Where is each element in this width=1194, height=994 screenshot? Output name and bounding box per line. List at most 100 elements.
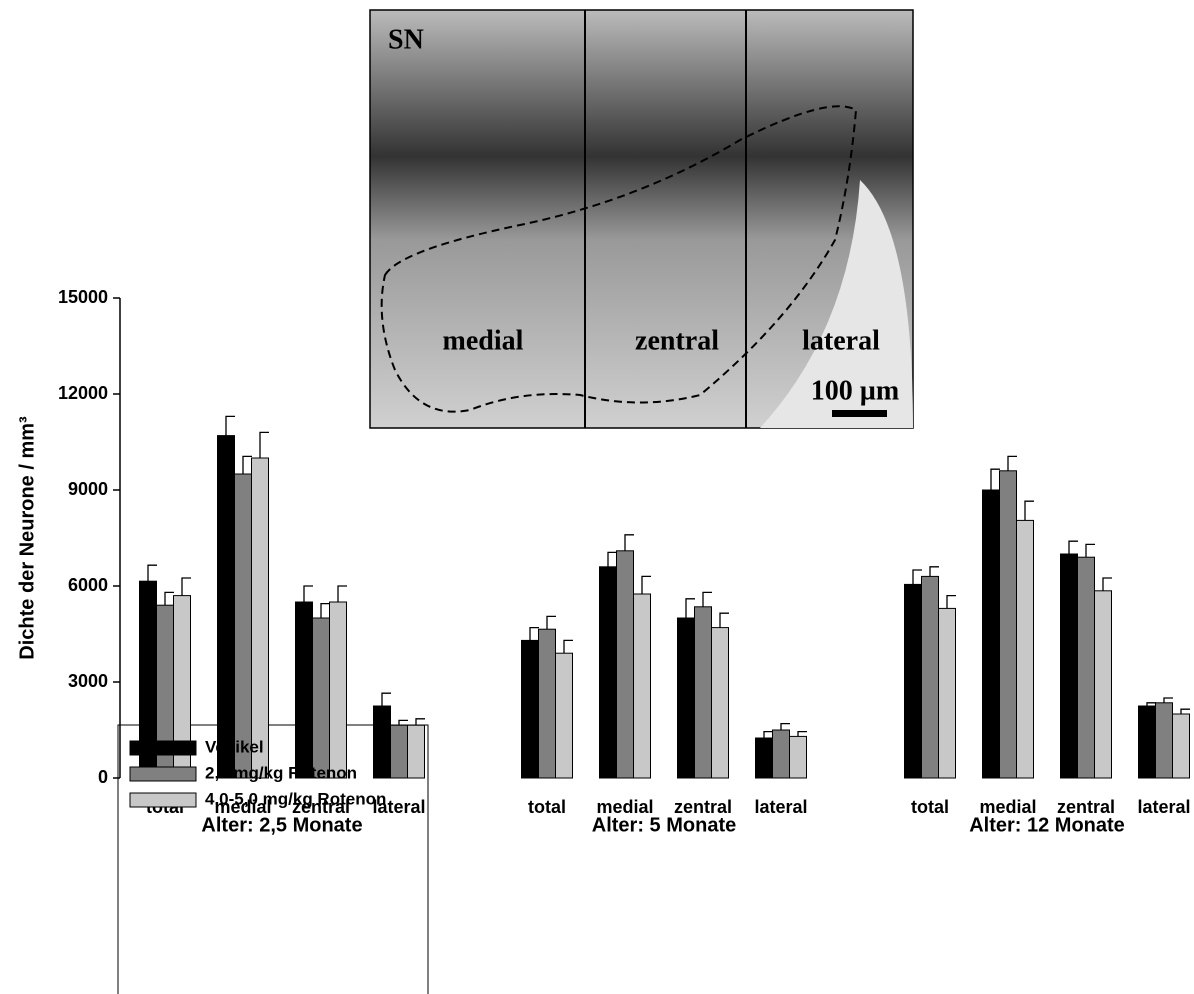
bar	[982, 489, 1000, 779]
bar	[904, 583, 922, 779]
error-bar	[181, 577, 191, 596]
error-bar	[702, 591, 712, 607]
error-bar	[147, 564, 157, 582]
bar	[538, 628, 556, 779]
legend-swatch	[129, 792, 197, 808]
y-tick-label: 12000	[58, 383, 108, 403]
x-tick-label: lateral	[1137, 797, 1190, 817]
x-tick-label: total	[528, 797, 566, 817]
error-bar	[1068, 540, 1078, 554]
error-bar	[912, 569, 922, 585]
x-tick-label: total	[911, 797, 949, 817]
error-bar	[398, 719, 408, 726]
error-bar	[641, 575, 651, 594]
error-bar	[259, 431, 269, 458]
bar	[1155, 702, 1173, 779]
bar	[521, 639, 539, 779]
error-bar	[242, 455, 252, 474]
bar	[390, 724, 408, 779]
x-tick-label: zentral	[1057, 797, 1115, 817]
y-tick-label: 3000	[68, 671, 108, 691]
bar	[217, 435, 235, 779]
error-bar	[624, 534, 634, 551]
bar	[599, 566, 617, 779]
bar	[755, 737, 773, 779]
error-bar	[381, 692, 391, 706]
bar	[711, 627, 729, 779]
bar	[407, 724, 425, 779]
legend-label: 4,0-5,0 mg/kg Rotenon	[205, 789, 386, 808]
error-bar	[1180, 708, 1190, 714]
bar	[1094, 590, 1112, 779]
bar	[312, 617, 330, 779]
x-tick-label: lateral	[372, 797, 425, 817]
error-bar	[320, 602, 330, 618]
y-tick-label: 15000	[58, 287, 108, 307]
x-tick-label: zentral	[292, 797, 350, 817]
bar	[772, 729, 790, 779]
error-bar	[719, 612, 729, 628]
bar	[1060, 553, 1078, 779]
legend-box	[117, 724, 429, 994]
bar	[1138, 705, 1156, 779]
bar	[633, 593, 651, 779]
y-tick-label: 9000	[68, 479, 108, 499]
inset-image: SN medial zentral lateral 100 µm	[369, 9, 914, 429]
y-tick-label: 0	[98, 767, 108, 787]
x-tick-label: medial	[596, 797, 653, 817]
x-tick-label: medial	[979, 797, 1036, 817]
bar	[373, 705, 391, 779]
error-bar	[415, 718, 425, 726]
y-axis-title: Dichte der Neurone / mm³	[16, 416, 38, 660]
error-bar	[529, 626, 539, 641]
inset-region: lateral	[802, 325, 880, 356]
inset-title: SN	[388, 24, 424, 55]
bar	[616, 550, 634, 779]
inset-region: medial	[443, 325, 524, 356]
error-bar	[990, 468, 1000, 490]
error-bar	[303, 585, 313, 602]
bar	[938, 607, 956, 779]
bar	[555, 652, 573, 779]
error-bar	[946, 594, 956, 609]
error-bar	[1007, 455, 1017, 471]
error-bar	[780, 722, 790, 730]
error-bar	[1085, 543, 1095, 558]
error-bar	[607, 551, 617, 567]
error-bar	[225, 415, 235, 436]
error-bar	[929, 566, 939, 577]
legend-label: Vehikel	[205, 737, 264, 756]
group-label: Alter: 2,5 Monate	[201, 814, 362, 836]
group-label: Alter: 5 Monate	[592, 814, 736, 836]
bar	[921, 575, 939, 779]
bar	[1172, 713, 1190, 779]
legend-swatch	[129, 766, 197, 782]
error-bar	[563, 639, 573, 654]
error-bar	[1146, 702, 1156, 706]
error-bar	[1024, 500, 1034, 521]
x-tick-label: zentral	[674, 797, 732, 817]
bar	[999, 470, 1017, 779]
group-label: Alter: 12 Monate	[969, 814, 1125, 836]
error-bar	[164, 591, 174, 606]
error-bar	[797, 730, 807, 737]
inset-region: zentral	[635, 325, 719, 356]
bar	[234, 473, 252, 779]
error-bar	[337, 585, 347, 602]
legend-label: 2,5 mg/kg Rotenon	[205, 763, 357, 782]
bar	[677, 617, 695, 779]
x-tick-label: lateral	[754, 797, 807, 817]
bar	[1077, 556, 1095, 779]
error-bar	[1102, 577, 1112, 591]
bar	[329, 601, 347, 779]
legend-swatch	[129, 740, 197, 756]
error-bar	[763, 730, 773, 738]
bar	[1016, 519, 1034, 779]
bar	[694, 606, 712, 779]
error-bar	[546, 615, 556, 630]
bar	[789, 735, 807, 779]
bar	[251, 457, 269, 779]
y-tick-label: 6000	[68, 575, 108, 595]
error-bar	[1163, 697, 1173, 703]
